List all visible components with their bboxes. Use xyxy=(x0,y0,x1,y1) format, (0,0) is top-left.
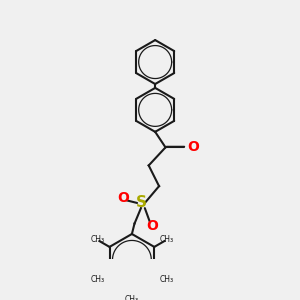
Text: CH₃: CH₃ xyxy=(90,275,104,284)
Text: CH₃: CH₃ xyxy=(125,296,139,300)
Text: S: S xyxy=(136,196,146,211)
Text: CH₃: CH₃ xyxy=(160,275,174,284)
Text: O: O xyxy=(147,219,158,233)
Text: CH₃: CH₃ xyxy=(160,235,174,244)
Text: CH₃: CH₃ xyxy=(90,235,104,244)
Text: O: O xyxy=(188,140,200,154)
Text: O: O xyxy=(117,191,129,205)
